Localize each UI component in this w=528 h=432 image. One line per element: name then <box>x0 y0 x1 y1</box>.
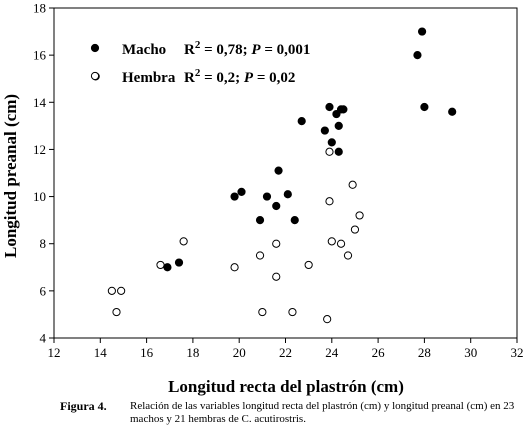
y-tick-label: 4 <box>40 331 47 346</box>
legend-series-name: Macho <box>122 42 166 58</box>
point-hembra <box>107 286 116 295</box>
point-hembra <box>179 237 188 246</box>
data-points <box>91 27 457 324</box>
point-hembra <box>230 263 239 272</box>
y-tick-label: 10 <box>33 189 46 204</box>
x-axis-ticks: 12 14 16 18 20 22 24 26 28 30 32 <box>48 338 524 360</box>
point-macho <box>448 107 457 116</box>
point-hembra <box>323 315 332 324</box>
point-macho <box>163 263 172 272</box>
point-macho <box>255 216 265 225</box>
y-tick-label: 14 <box>33 95 47 110</box>
point-hembra <box>272 272 281 281</box>
x-tick-label: 32 <box>511 345 524 360</box>
figure-caption-text: Relación de las variables longitud recta… <box>130 400 515 425</box>
legend-stat: R2 = 0,78; P = 0,001 <box>184 39 310 58</box>
point-macho <box>334 121 343 130</box>
point-hembra <box>327 237 336 246</box>
y-tick-label: 16 <box>33 48 47 63</box>
point-macho <box>413 51 422 60</box>
x-tick-label: 20 <box>233 345 246 360</box>
x-tick-label: 12 <box>48 345 61 360</box>
point-macho <box>339 105 348 114</box>
y-tick-label: 8 <box>40 236 47 251</box>
x-tick-label: 24 <box>325 345 339 360</box>
point-macho <box>417 27 427 36</box>
point-macho <box>420 102 429 112</box>
point-hembra <box>343 251 353 260</box>
y-axis-ticks: 4 6 8 10 12 14 16 18 <box>33 1 54 346</box>
point-macho <box>334 147 343 156</box>
legend-series-name: Hembra <box>122 70 176 86</box>
x-tick-label: 22 <box>279 345 292 360</box>
x-tick-label: 30 <box>464 345 477 360</box>
point-macho <box>283 190 292 199</box>
point-macho <box>262 192 272 201</box>
point-macho <box>237 187 246 196</box>
legend-marker <box>90 43 100 53</box>
x-tick-label: 16 <box>140 345 154 360</box>
point-hembra <box>336 239 346 248</box>
x-tick-label: 18 <box>186 345 199 360</box>
x-tick-label: 26 <box>372 345 386 360</box>
point-hembra <box>350 225 360 234</box>
y-tick-label: 6 <box>40 283 47 298</box>
point-macho <box>297 117 306 126</box>
point-macho <box>174 258 184 267</box>
point-macho <box>320 126 329 135</box>
legend-stat: R2 = 0,2; P = 0,02 <box>184 67 295 86</box>
point-hembra <box>117 286 126 295</box>
figure-label: Figura 4. <box>60 399 107 413</box>
point-hembra <box>272 239 281 248</box>
legend: Macho R2 = 0,78; P = 0,001 Hembra R2 = 0,2;… <box>90 39 310 86</box>
point-hembra <box>348 180 357 189</box>
point-hembra <box>325 197 334 206</box>
point-macho <box>327 138 336 147</box>
point-macho <box>290 216 299 225</box>
point-macho <box>274 166 283 175</box>
point-hembra <box>112 307 121 317</box>
y-axis-title: Longitud preanal (cm) <box>1 94 20 258</box>
x-tick-label: 14 <box>94 345 108 360</box>
point-hembra <box>156 260 165 270</box>
x-axis-title: Longitud recta del plastrón (cm) <box>168 377 404 396</box>
y-tick-label: 18 <box>33 1 46 16</box>
legend-marker <box>90 71 100 81</box>
point-hembra <box>325 147 334 156</box>
scatter-chart: 12 14 16 18 20 22 24 26 28 30 32 4 6 8 10 12 14 16 18 Mac… <box>1 1 524 397</box>
point-macho <box>272 201 281 211</box>
point-hembra <box>288 307 297 317</box>
x-tick-label: 28 <box>418 345 431 360</box>
point-hembra <box>355 211 364 220</box>
point-macho <box>230 192 239 201</box>
point-hembra <box>258 307 267 317</box>
y-tick-label: 12 <box>33 142 46 157</box>
point-hembra <box>304 260 313 270</box>
point-hembra <box>255 251 265 260</box>
point-macho <box>325 102 334 112</box>
